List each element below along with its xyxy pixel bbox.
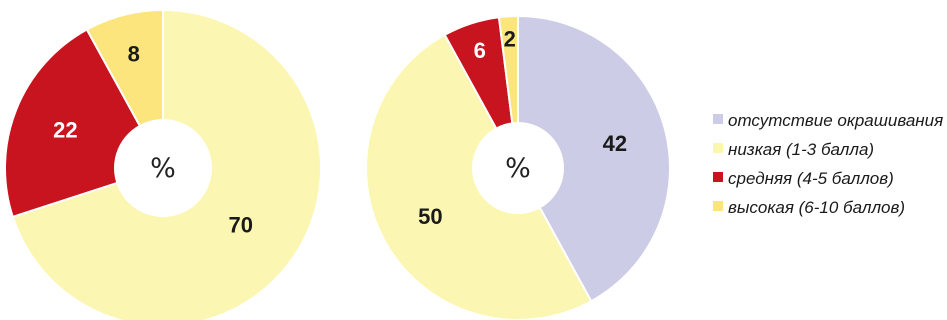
slice-value-label: 50	[418, 204, 442, 229]
legend-label: отсутствие окрашивания	[728, 111, 943, 130]
donut-hole	[472, 122, 564, 214]
legend-swatch	[713, 143, 723, 153]
slice-value-label: 22	[53, 117, 77, 142]
slice-value-label: 2	[504, 26, 516, 51]
legend-label: средняя (4-5 баллов)	[728, 169, 894, 188]
legend-swatch	[713, 201, 723, 211]
legend-swatch	[713, 114, 723, 124]
pie-slice	[517, 14, 671, 303]
chart-legend: отсутствие окрашивания низкая (1-3 балла)…	[713, 111, 943, 217]
center-percent-label: %	[505, 153, 531, 184]
donut-chart-left: % 70 22 8	[4, 8, 322, 320]
legend-swatch	[713, 172, 723, 182]
center-percent-label: %	[150, 153, 176, 184]
donut-chart-right: % 42 50 6 2	[364, 14, 671, 320]
slice-value-label: 42	[603, 131, 627, 156]
slice-value-label: 8	[128, 42, 140, 67]
slice-value-label: 70	[228, 212, 252, 237]
donut-hole	[114, 119, 212, 217]
legend-label: низкая (1-3 балла)	[728, 140, 874, 159]
slice-value-label: 6	[474, 38, 486, 63]
legend-label: высокая (6-10 баллов)	[728, 198, 905, 217]
